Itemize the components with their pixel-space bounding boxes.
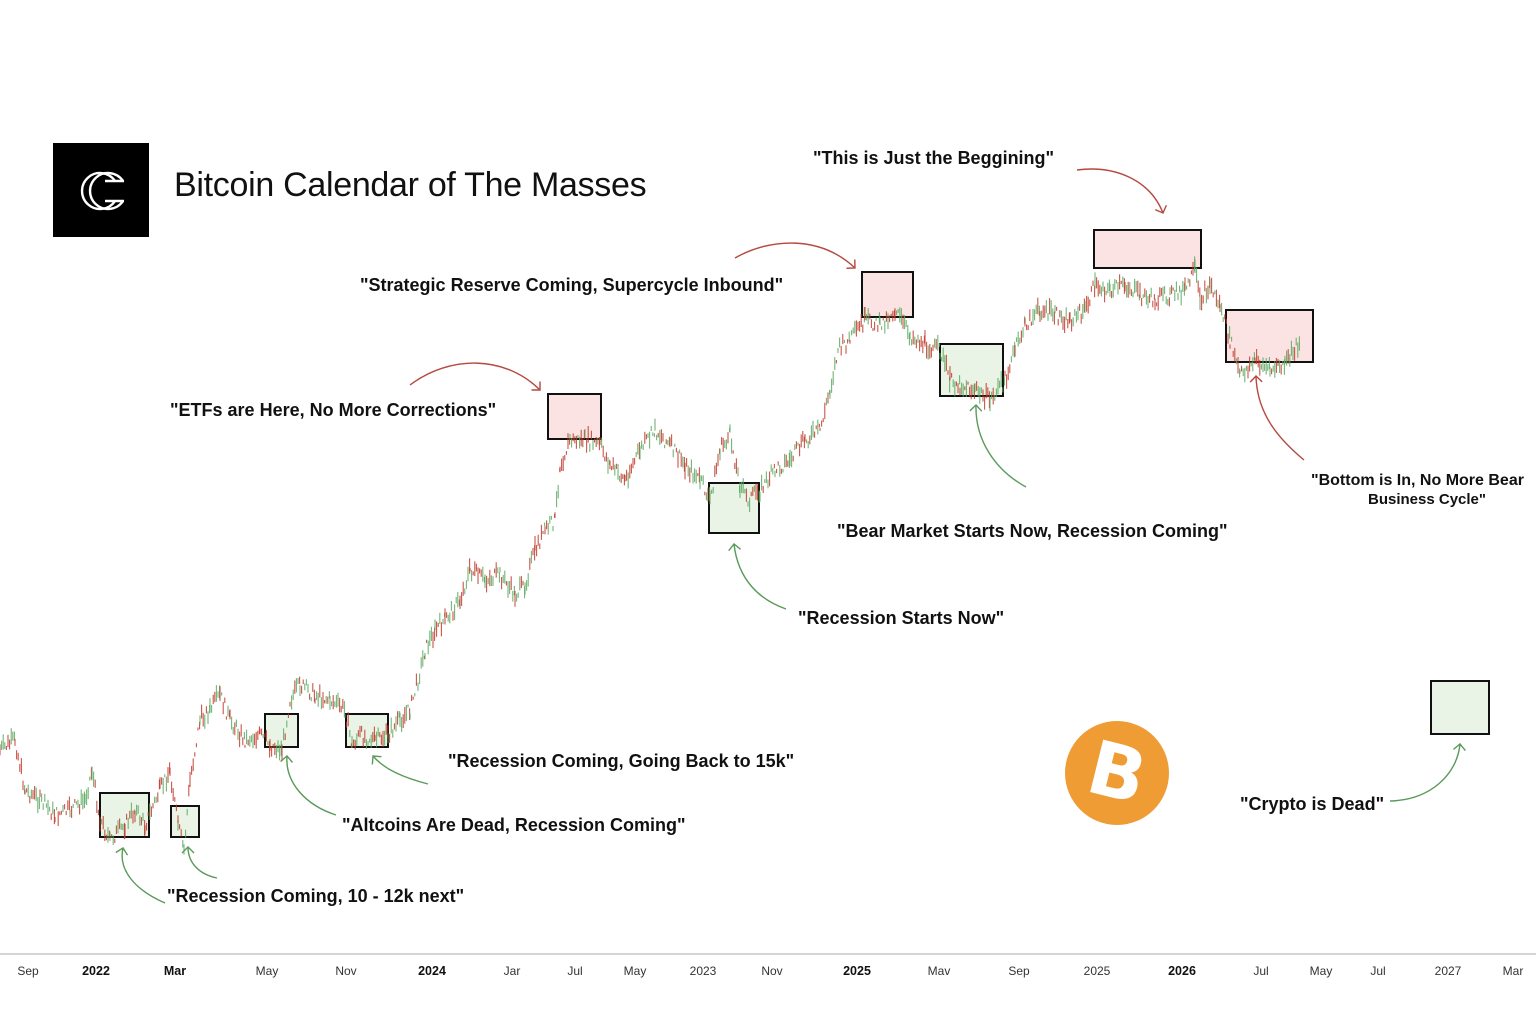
x-axis-tick: Mav [927, 964, 951, 978]
red-arrow-icon [734, 242, 856, 269]
green-arrow-icon [728, 543, 787, 610]
highlight-boxes [99, 229, 1490, 838]
x-axis-tick: Nov [335, 964, 357, 978]
quote-altcoins-dead: "Altcoins Are Dead, Recession Coming" [342, 815, 686, 835]
price-candles [0, 256, 1300, 855]
green-arrow-icon [1389, 743, 1466, 802]
annotation-arrows [115, 168, 1466, 904]
quote-back-to-15k: "Recession Coming, Going Back to 15k" [448, 751, 795, 771]
x-axis-tick: 2023 [689, 964, 717, 978]
box-bottom-is-in [1225, 309, 1314, 363]
quote-bottom-is-in-line1: "Bottom is In, No More Bear [1311, 472, 1524, 489]
x-axis-tick: Nov [761, 964, 783, 978]
x-axis-line [0, 953, 1536, 955]
green-arrow-icon [969, 404, 1027, 488]
box-etfs-here [547, 393, 602, 440]
green-arrow-icon [371, 755, 429, 785]
green-arrow-icon [115, 847, 166, 904]
red-arrow-icon [1076, 168, 1168, 214]
green-arrow-icon [280, 755, 337, 816]
box-crypto-dead [1430, 680, 1490, 735]
page-title: Bitcoin Calendar of The Masses [174, 166, 647, 204]
x-axis-tick: Mar [1502, 964, 1524, 978]
x-axis-tick: 2025 [1083, 964, 1111, 978]
box-just-beginning [1093, 229, 1202, 269]
cc-brand-logo-icon [80, 171, 124, 211]
quote-recession-starts-now: "Recession Starts Now" [798, 608, 1005, 628]
brand-logo [53, 143, 149, 237]
x-axis-tick: Sep [1008, 964, 1030, 978]
bitcoin-logo-icon: B [1065, 721, 1169, 825]
box-recession-starts [708, 482, 760, 534]
x-axis-tick: May [255, 964, 279, 978]
red-arrow-icon [1249, 375, 1305, 461]
x-axis-tick: Mar [163, 964, 187, 978]
x-axis-tick: 2024 [418, 964, 446, 978]
x-axis-tick: Jul [1253, 964, 1269, 978]
x-axis-tick: Jul [1370, 964, 1386, 978]
x-axis-tick: Sep [17, 964, 39, 978]
x-axis-tick: May [1309, 964, 1333, 978]
x-axis-tick: Jar [503, 964, 521, 978]
box-strategic-reserve [861, 271, 914, 318]
quote-etfs-here: "ETFs are Here, No More Corrections" [170, 400, 497, 420]
x-axis-tick: 2022 [82, 964, 110, 978]
x-axis-tick: Jul [567, 964, 583, 978]
x-axis-tick: 2025 [843, 964, 871, 978]
box-recession-march [170, 805, 200, 838]
red-arrow-icon [409, 362, 541, 391]
x-axis-tick: 2027 [1434, 964, 1462, 978]
quote-strategic-reserve: "Strategic Reserve Coming, Supercycle In… [360, 275, 784, 295]
x-axis-tick: May [623, 964, 647, 978]
quote-bottom-is-in-line2: Business Cycle" [1368, 491, 1487, 508]
quote-recession-10-12k: "Recession Coming, 10 - 12k next" [167, 886, 465, 906]
quote-just-beginning: "This is Just the Beggining" [813, 148, 1055, 168]
quote-crypto-dead: "Crypto is Dead" [1240, 794, 1385, 814]
x-axis-tick: 2026 [1168, 964, 1196, 978]
green-arrow-icon [181, 846, 218, 879]
quote-bear-market: "Bear Market Starts Now, Recession Comin… [837, 521, 1228, 541]
